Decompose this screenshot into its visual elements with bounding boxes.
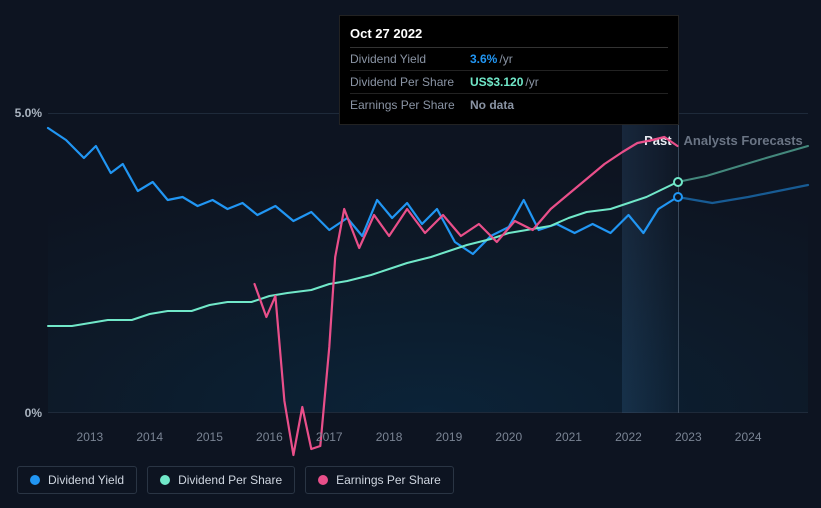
x-axis: 2013 2014 2015 2016 2017 2018 2019 2020 2021 2022… <box>48 430 808 450</box>
series-dividend_per_share <box>48 182 678 326</box>
tooltip-key: Dividend Yield <box>350 52 470 66</box>
x-tick-label: 2014 <box>136 430 163 444</box>
x-tick-label: 2020 <box>495 430 522 444</box>
series-dividend_per_share-forecast <box>678 146 809 182</box>
legend-item[interactable]: Dividend Per Share <box>147 466 295 494</box>
marker-dividend_yield <box>673 192 683 202</box>
x-tick-label: 2016 <box>256 430 283 444</box>
chart-svg <box>48 113 808 413</box>
tooltip-date: Oct 27 2022 <box>350 22 668 48</box>
marker-dividend_per_share <box>673 177 683 187</box>
legend-label: Dividend Per Share <box>178 473 282 487</box>
tooltip-value: 3.6% <box>470 52 497 66</box>
tooltip-row: Earnings Per ShareNo data <box>350 94 668 116</box>
legend-dot-icon <box>160 475 170 485</box>
tooltip-unit: /yr <box>499 52 512 66</box>
legend-dot-icon <box>30 475 40 485</box>
x-tick-label: 2022 <box>615 430 642 444</box>
series-dividend_yield <box>48 128 678 254</box>
tooltip-key: Earnings Per Share <box>350 98 470 112</box>
x-tick-label: 2019 <box>436 430 463 444</box>
legend-item[interactable]: Earnings Per Share <box>305 466 454 494</box>
y-tick-label: 5.0% <box>15 106 42 120</box>
legend: Dividend Yield Dividend Per Share Earnings… <box>17 466 454 494</box>
x-tick-label: 2017 <box>316 430 343 444</box>
x-tick-label: 2013 <box>77 430 104 444</box>
tooltip-value: No data <box>470 98 514 112</box>
tooltip-row: Dividend Yield3.6% /yr <box>350 48 668 71</box>
tooltip-row: Dividend Per ShareUS$3.120 /yr <box>350 71 668 94</box>
series-earnings_per_share <box>255 137 678 455</box>
series-dividend_yield-forecast <box>678 185 809 203</box>
x-tick-label: 2018 <box>376 430 403 444</box>
legend-item[interactable]: Dividend Yield <box>17 466 137 494</box>
x-tick-label: 2023 <box>675 430 702 444</box>
legend-dot-icon <box>318 475 328 485</box>
x-tick-label: 2024 <box>735 430 762 444</box>
tooltip-value: US$3.120 <box>470 75 523 89</box>
chart-area: Past Analysts Forecasts 5.0%0% <box>48 113 808 413</box>
tooltip-key: Dividend Per Share <box>350 75 470 89</box>
legend-label: Dividend Yield <box>48 473 124 487</box>
x-tick-label: 2015 <box>196 430 223 444</box>
tooltip-unit: /yr <box>525 75 538 89</box>
x-tick-label: 2021 <box>555 430 582 444</box>
y-tick-label: 0% <box>25 406 42 420</box>
tooltip: Oct 27 2022 Dividend Yield3.6% /yrDivide… <box>339 15 679 125</box>
legend-label: Earnings Per Share <box>336 473 441 487</box>
